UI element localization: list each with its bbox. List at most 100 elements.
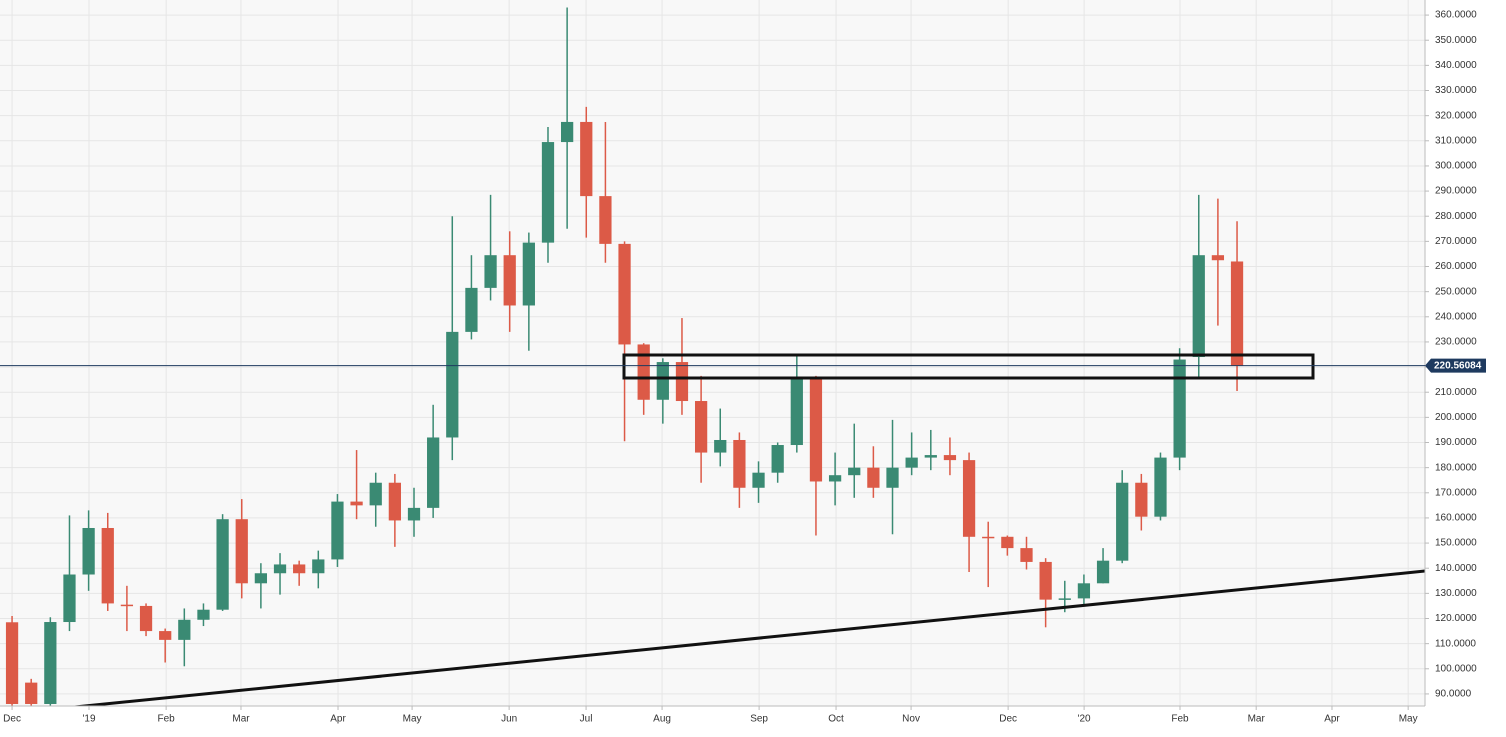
candle-body bbox=[1173, 359, 1186, 458]
y-tick-label: 260.0000 bbox=[1435, 261, 1477, 272]
candle-body bbox=[331, 501, 344, 560]
y-tick-label: 340.0000 bbox=[1435, 60, 1477, 71]
candle-body bbox=[1116, 482, 1129, 561]
candle-body bbox=[924, 455, 937, 458]
candle-body bbox=[254, 573, 268, 584]
y-tick-label: 180.0000 bbox=[1435, 462, 1477, 473]
y-tick-label: 250.0000 bbox=[1435, 286, 1477, 297]
candle-body bbox=[828, 475, 842, 482]
candle-body bbox=[522, 242, 535, 306]
x-tick-label: Dec bbox=[3, 714, 21, 725]
trend-line bbox=[69, 569, 1425, 706]
zone-box bbox=[622, 353, 1315, 380]
y-tick-label: 210.0000 bbox=[1435, 387, 1477, 398]
candle-body bbox=[1077, 583, 1091, 599]
y-tick-label: 100.0000 bbox=[1435, 663, 1477, 674]
candle-body bbox=[216, 519, 229, 610]
x-tick-label: Dec bbox=[999, 714, 1017, 725]
candle-body bbox=[293, 564, 306, 574]
x-tick-label: Mar bbox=[232, 714, 250, 725]
y-tick-label: 190.0000 bbox=[1435, 437, 1477, 448]
candle-body bbox=[159, 631, 172, 640]
candle-body bbox=[1020, 548, 1033, 562]
candle-body bbox=[580, 121, 593, 197]
candle-body bbox=[25, 682, 38, 704]
candle-body bbox=[139, 605, 153, 632]
candle-body bbox=[120, 604, 134, 607]
y-tick-label: 240.0000 bbox=[1435, 311, 1477, 322]
x-tick-label: Oct bbox=[828, 714, 844, 725]
candle-body bbox=[790, 378, 803, 446]
candle-body bbox=[235, 519, 248, 584]
candle-body bbox=[427, 437, 440, 508]
y-tick-label: 310.0000 bbox=[1435, 135, 1477, 146]
candle-body bbox=[101, 527, 114, 604]
candle-body bbox=[312, 559, 325, 574]
candle-body bbox=[1135, 482, 1148, 517]
drawings bbox=[69, 353, 1425, 706]
candle-body bbox=[44, 622, 57, 704]
candle-body bbox=[541, 142, 555, 243]
candle-body bbox=[733, 439, 746, 488]
y-tick-label: 350.0000 bbox=[1435, 35, 1477, 46]
y-tick-label: 170.0000 bbox=[1435, 487, 1477, 498]
x-tick-label: Nov bbox=[902, 714, 920, 725]
candle-body bbox=[1230, 261, 1244, 366]
candle-body bbox=[982, 536, 995, 539]
candle-body bbox=[1211, 255, 1225, 261]
candle-body bbox=[561, 121, 574, 143]
last-price-label: 220.56084 bbox=[1434, 360, 1482, 371]
x-tick-label: '19 bbox=[82, 714, 95, 725]
candle-body bbox=[369, 482, 382, 506]
x-tick-label: Jul bbox=[580, 714, 593, 725]
candle-body bbox=[943, 455, 957, 461]
y-tick-label: 140.0000 bbox=[1435, 563, 1477, 574]
candle-body bbox=[5, 622, 19, 704]
candle-body bbox=[82, 527, 95, 575]
x-tick-label: Sep bbox=[750, 714, 768, 725]
plot-background bbox=[0, 0, 1425, 706]
last-price-marker bbox=[1425, 358, 1486, 373]
candle-body bbox=[905, 457, 918, 468]
x-tick-label: Mar bbox=[1248, 714, 1266, 725]
candle-body bbox=[675, 362, 689, 402]
y-tick-label: 110.0000 bbox=[1435, 638, 1476, 649]
candle-body bbox=[1096, 560, 1110, 584]
candle-body bbox=[273, 564, 287, 574]
axes: 90.0000 100.0000 110.0000 120.0000 130.0000 1… bbox=[3, 10, 1477, 725]
y-tick-label: 230.0000 bbox=[1435, 337, 1477, 348]
candle-body bbox=[446, 331, 459, 438]
y-tick-label: 320.0000 bbox=[1435, 110, 1477, 121]
candles bbox=[5, 7, 1244, 706]
y-tick-label: 290.0000 bbox=[1435, 186, 1477, 197]
candle-body bbox=[848, 467, 861, 476]
candle-body bbox=[407, 507, 421, 521]
y-tick-label: 280.0000 bbox=[1435, 211, 1477, 222]
x-tick-label: Jun bbox=[501, 714, 517, 725]
candle-body bbox=[886, 467, 899, 488]
x-tick-label: Aug bbox=[653, 714, 671, 725]
candle-body bbox=[714, 439, 727, 453]
y-tick-label: 300.0000 bbox=[1435, 161, 1477, 172]
x-tick-label: Feb bbox=[1171, 714, 1189, 725]
x-tick-label: Apr bbox=[330, 714, 346, 725]
candle-body bbox=[599, 196, 612, 244]
y-tick-label: 90.0000 bbox=[1435, 689, 1472, 700]
candle-body bbox=[1192, 255, 1205, 358]
candle-body bbox=[388, 482, 401, 521]
candle-body bbox=[63, 574, 76, 623]
candle-body bbox=[694, 401, 708, 453]
candle-body bbox=[197, 609, 210, 620]
y-tick-label: 130.0000 bbox=[1435, 588, 1477, 599]
y-tick-label: 120.0000 bbox=[1435, 613, 1477, 624]
candle-body bbox=[867, 467, 880, 488]
candle-body bbox=[1001, 536, 1014, 549]
x-tick-label: Feb bbox=[158, 714, 176, 725]
y-tick-label: 200.0000 bbox=[1435, 412, 1477, 423]
candle-body bbox=[637, 344, 650, 400]
candle-body bbox=[1039, 561, 1052, 600]
candle-body bbox=[1154, 457, 1167, 517]
candle-body bbox=[962, 460, 976, 537]
x-tick-label: May bbox=[403, 714, 422, 725]
